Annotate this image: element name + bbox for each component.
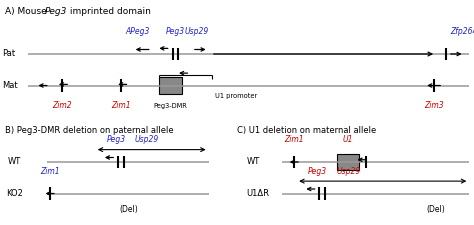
Text: Zim1: Zim1 xyxy=(111,101,131,110)
Text: Zim2: Zim2 xyxy=(52,101,72,110)
Text: Usp29: Usp29 xyxy=(336,166,361,176)
Text: WT: WT xyxy=(8,158,21,166)
Text: A) Mouse: A) Mouse xyxy=(5,7,49,16)
Text: C) U1 deletion on maternal allele: C) U1 deletion on maternal allele xyxy=(237,126,376,135)
Text: Zim1: Zim1 xyxy=(40,166,60,176)
Text: U1: U1 xyxy=(343,135,353,144)
Text: Peg3: Peg3 xyxy=(45,7,67,16)
Text: (Del): (Del) xyxy=(427,205,446,214)
Text: Zim1: Zim1 xyxy=(284,135,304,144)
Text: WT: WT xyxy=(246,158,260,166)
Text: Peg3: Peg3 xyxy=(308,166,327,176)
Text: Peg3-DMR: Peg3-DMR xyxy=(153,103,187,109)
Text: imprinted domain: imprinted domain xyxy=(67,7,151,16)
Text: Pat: Pat xyxy=(2,50,16,58)
Text: Mat: Mat xyxy=(2,81,18,90)
Text: U1 promoter: U1 promoter xyxy=(215,93,257,99)
Bar xyxy=(159,77,182,94)
Text: (Del): (Del) xyxy=(120,205,138,214)
Text: KO2: KO2 xyxy=(6,189,23,198)
Text: Usp29: Usp29 xyxy=(135,135,159,144)
Text: Zfp264: Zfp264 xyxy=(450,27,474,36)
Bar xyxy=(337,154,359,170)
Text: B) Peg3-DMR deletion on paternal allele: B) Peg3-DMR deletion on paternal allele xyxy=(5,126,173,135)
Text: Zim3: Zim3 xyxy=(424,101,444,110)
Text: APeg3: APeg3 xyxy=(125,27,150,36)
Text: Peg3: Peg3 xyxy=(166,27,185,36)
Text: U1ΔR: U1ΔR xyxy=(246,189,270,198)
Text: Peg3: Peg3 xyxy=(107,135,126,144)
Text: Usp29: Usp29 xyxy=(184,27,209,36)
